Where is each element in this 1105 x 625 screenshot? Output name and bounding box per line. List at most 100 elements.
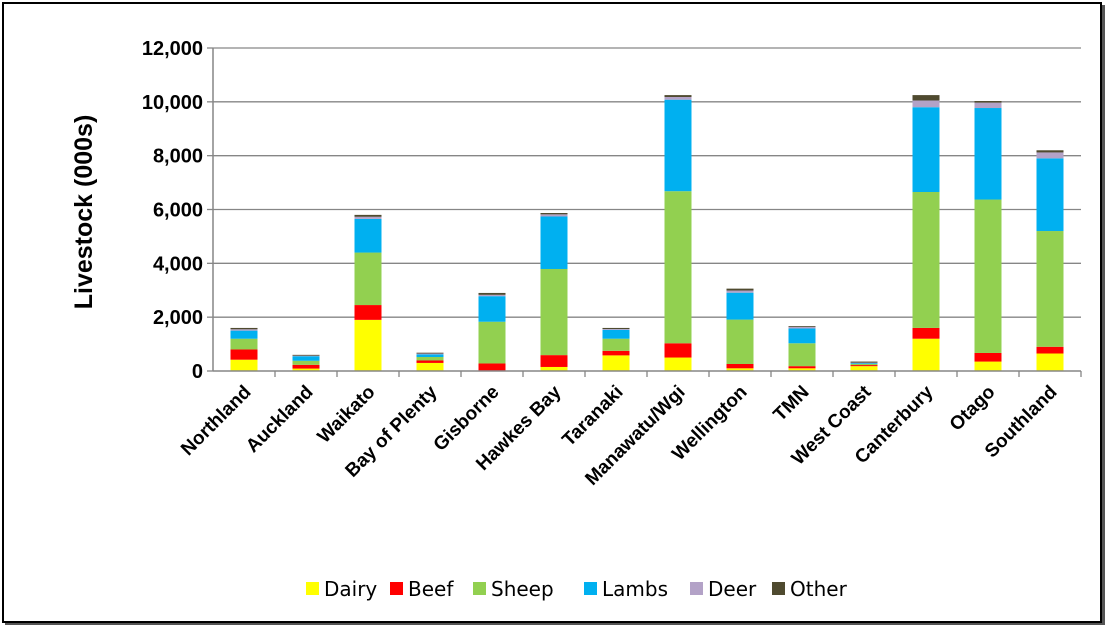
legend-label: Dairy	[324, 577, 377, 601]
bar-lambs-taranaki	[602, 329, 630, 339]
bar-lambs-otago	[974, 108, 1002, 200]
bar-sheep-bay-of-plenty	[416, 357, 444, 361]
bar-dairy-northland	[230, 359, 258, 371]
bar-dairy-canterbury	[912, 338, 940, 371]
bar-other-southland	[1036, 150, 1064, 153]
bar-beef-auckland	[292, 364, 320, 369]
bar-deer-west-coast	[850, 362, 878, 364]
legend-swatch	[690, 582, 703, 595]
gridlines	[213, 47, 1081, 318]
bar-other-bay-of-plenty	[416, 352, 444, 354]
bar-sheep-taranaki	[602, 338, 630, 351]
bar-dairy-tmn	[788, 368, 816, 371]
bar-other-waikato	[354, 214, 382, 217]
legend-swatch	[390, 582, 403, 595]
bar-dairy-taranaki	[602, 355, 630, 371]
bar-other-canterbury	[912, 95, 940, 101]
bar-sheep-waikato	[354, 252, 382, 306]
bar-deer-wellington	[726, 290, 754, 293]
bar-sheep-gisborne	[478, 321, 506, 364]
legend-label: Deer	[708, 577, 757, 601]
bar-deer-canterbury	[912, 100, 940, 108]
bar-lambs-gisborne	[478, 296, 506, 322]
bar-other-hawkes-bay	[540, 212, 568, 215]
x-tick-label: Otago	[946, 382, 1000, 436]
bar-deer-tmn	[788, 326, 816, 329]
bar-deer-northland	[230, 329, 258, 331]
y-tick-label: 4,000	[153, 253, 203, 275]
legend-label: Sheep	[491, 577, 554, 601]
y-tick-label: 10,000	[142, 92, 203, 114]
bar-lambs-canterbury	[912, 107, 940, 193]
bar-dairy-wellington	[726, 368, 754, 371]
bar-beef-northland	[230, 349, 258, 360]
bar-lambs-waikato	[354, 218, 382, 253]
bar-sheep-auckland	[292, 360, 320, 365]
y-axis-title: Livestock (000s)	[70, 115, 98, 310]
y-tick-label: 8,000	[153, 146, 203, 168]
bar-dairy-bay-of-plenty	[416, 362, 444, 371]
bar-other-tmn	[788, 326, 816, 327]
bar-sheep-canterbury	[912, 192, 940, 328]
legend-item-deer: Deer	[690, 577, 757, 601]
stacked-bar-chart: 0 2,000 4,000 6,000 8,000 10,000 12,000 Northl…	[70, 38, 1082, 601]
bar-sheep-otago	[974, 199, 1002, 353]
bar-sheep-hawkes-bay	[540, 268, 568, 356]
legend-swatch	[772, 582, 785, 595]
bar-sheep-west-coast	[850, 364, 878, 366]
bar-beef-tmn	[788, 366, 816, 369]
y-tick-label: 2,000	[153, 307, 203, 329]
bar-dairy-hawkes-bay	[540, 366, 568, 371]
bar-beef-southland	[1036, 346, 1064, 354]
bar-other-manawatu-wgi	[664, 95, 692, 97]
bar-beef-manawatu-wgi	[664, 343, 692, 358]
x-tick-label: TMN	[770, 382, 814, 426]
bar-deer-bay-of-plenty	[416, 353, 444, 355]
bar-lambs-hawkes-bay	[540, 216, 568, 269]
bar-lambs-auckland	[292, 356, 320, 361]
bar-beef-gisborne	[478, 363, 506, 371]
legend-item-lambs: Lambs	[584, 577, 668, 601]
bar-other-northland	[230, 327, 258, 330]
legend-swatch	[306, 582, 319, 595]
bar-deer-taranaki	[602, 329, 630, 330]
bar-dairy-west-coast	[850, 366, 878, 371]
legend-swatch	[584, 582, 597, 595]
y-tick-label: 6,000	[153, 200, 203, 222]
bar-beef-taranaki	[602, 350, 630, 356]
bar-beef-west-coast	[850, 365, 878, 367]
bar-other-gisborne	[478, 292, 506, 295]
x-tick-label: Northland	[177, 382, 255, 460]
bar-lambs-northland	[230, 330, 258, 339]
legend-label: Lambs	[602, 577, 668, 601]
bar-other-west-coast	[850, 361, 878, 363]
x-tick-label: Auckland	[242, 382, 317, 457]
legend-label: Other	[790, 577, 848, 601]
legend: Dairy Beef Sheep Lambs Deer Other	[306, 577, 848, 601]
bar-dairy-otago	[974, 361, 1002, 371]
legend-label: Beef	[408, 577, 454, 601]
bar-other-auckland	[292, 354, 320, 356]
bar-deer-hawkes-bay	[540, 214, 568, 217]
bar-lambs-west-coast	[850, 363, 878, 365]
bar-dairy-southland	[1036, 353, 1064, 371]
bar-lambs-bay-of-plenty	[416, 354, 444, 358]
legend-item-other: Other	[772, 577, 848, 601]
bar-beef-waikato	[354, 305, 382, 320]
bars	[230, 95, 1064, 371]
axes	[207, 47, 1082, 377]
bar-sheep-tmn	[788, 343, 816, 367]
bar-lambs-southland	[1036, 158, 1064, 232]
bar-lambs-manawatu-wgi	[664, 99, 692, 192]
bar-lambs-tmn	[788, 328, 816, 344]
legend-swatch	[473, 582, 486, 595]
bar-deer-auckland	[292, 355, 320, 357]
bar-deer-southland	[1036, 152, 1064, 159]
bar-beef-bay-of-plenty	[416, 360, 444, 363]
y-tick-label: 12,000	[142, 38, 203, 60]
bar-beef-canterbury	[912, 327, 940, 339]
bar-beef-otago	[974, 352, 1002, 362]
legend-item-sheep: Sheep	[473, 577, 554, 601]
bar-deer-otago	[974, 102, 1002, 109]
